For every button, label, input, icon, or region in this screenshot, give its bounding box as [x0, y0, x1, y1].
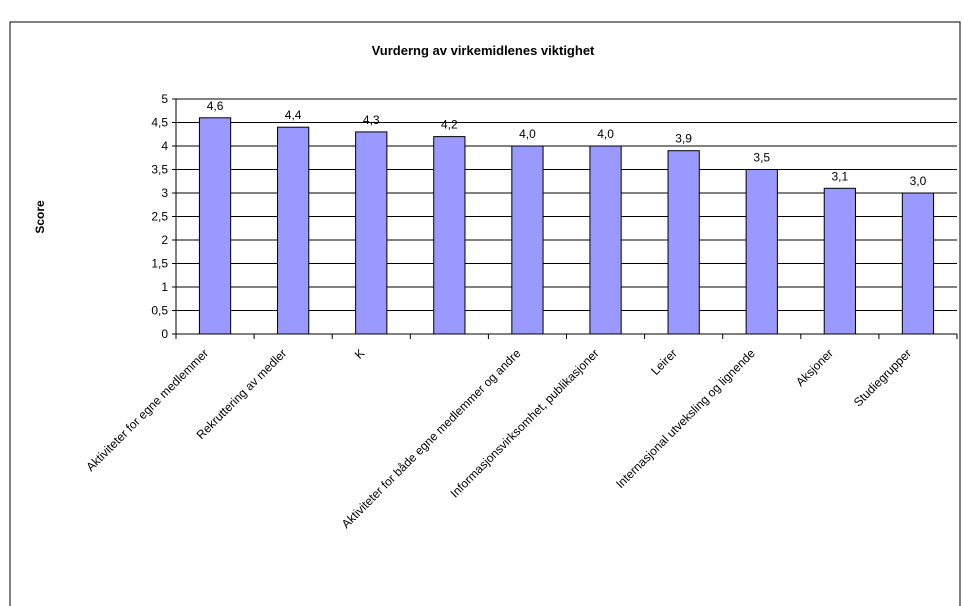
- y-tick-label: 2: [161, 233, 168, 247]
- bar: [511, 145, 544, 335]
- y-tick-label: 1,5: [151, 257, 168, 271]
- chart-frame: [9, 21, 961, 606]
- y-tick-label: 3: [161, 186, 168, 200]
- chart-title: Vurderng av virkemidlenes viktighet: [372, 43, 595, 58]
- data-label: 4,0: [597, 127, 614, 141]
- y-tick-label: 3,5: [151, 163, 168, 177]
- y-axis-label: Score: [33, 200, 47, 234]
- y-tick-label: 0,5: [151, 304, 168, 318]
- bar: [355, 131, 388, 335]
- bar: [589, 145, 622, 335]
- y-tick-label: 5: [161, 92, 168, 106]
- y-tick-label: 4: [161, 139, 168, 153]
- data-label: 3,0: [910, 174, 927, 188]
- data-label: 3,1: [832, 169, 849, 183]
- bar: [277, 126, 310, 335]
- data-label: 4,4: [285, 108, 302, 122]
- bar: [745, 169, 778, 335]
- data-label: 4,2: [441, 118, 458, 132]
- bar: [667, 150, 700, 335]
- y-tick-label: 1: [161, 280, 168, 294]
- data-label: 3,9: [675, 132, 692, 146]
- bar: [901, 192, 935, 335]
- data-label: 4,3: [363, 113, 380, 127]
- data-label: 4,0: [519, 127, 536, 141]
- y-tick-label: 2,5: [151, 210, 168, 224]
- bar: [823, 187, 856, 335]
- y-tick-label: 4,5: [151, 116, 168, 130]
- data-label: 3,5: [753, 151, 770, 165]
- bar: [433, 136, 466, 335]
- bar: [198, 117, 232, 335]
- data-label: 4,6: [207, 99, 224, 113]
- y-tick-label: 0: [161, 327, 168, 341]
